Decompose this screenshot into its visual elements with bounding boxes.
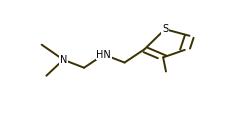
Text: N: N (60, 55, 67, 65)
Text: HN: HN (96, 50, 111, 60)
Text: S: S (162, 24, 168, 34)
